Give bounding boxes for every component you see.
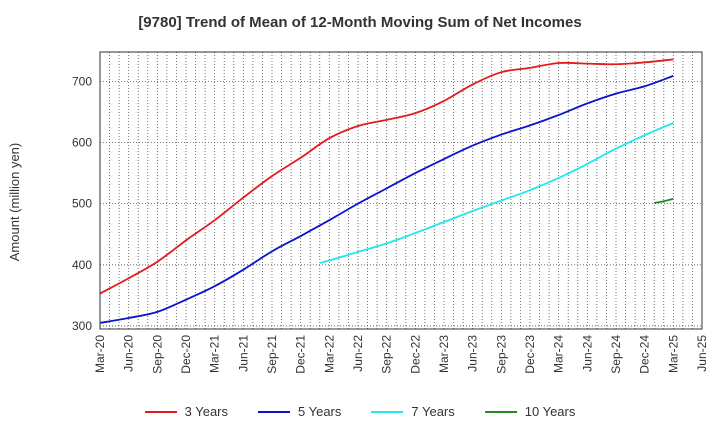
- legend-label: 3 Years: [184, 404, 228, 419]
- x-tick-label: Dec-22: [408, 335, 422, 374]
- plot-frame: [99, 51, 703, 330]
- x-tick-label: Mar-20: [93, 335, 107, 373]
- y-tick-label: 700: [72, 74, 92, 88]
- chart-plot: 300 400 500 600 700 Mar-20 Jun-20 Sep-20 Dec-20…: [72, 51, 709, 374]
- series-line-3-years: [99, 58, 674, 295]
- x-tick-label: Mar-25: [666, 335, 680, 373]
- x-tick-label: Jun-21: [236, 335, 250, 372]
- x-tick-label: Sep-24: [609, 335, 623, 374]
- series-line-7-years: [319, 122, 674, 264]
- chart-title: [9780] Trend of Mean of 12-Month Moving …: [138, 14, 582, 31]
- x-tick-label: Jun-22: [351, 335, 365, 372]
- x-tick-label: Sep-20: [150, 335, 164, 374]
- y-tick-label: 500: [72, 197, 92, 211]
- x-tick-label: Sep-22: [380, 335, 394, 374]
- x-tick-label: Mar-23: [437, 335, 451, 373]
- series-lines: [99, 58, 674, 324]
- x-tick-label: Mar-24: [552, 335, 566, 373]
- legend-swatch: [484, 410, 517, 413]
- x-tick-label: Mar-22: [322, 335, 336, 373]
- y-tick-label: 300: [72, 319, 92, 333]
- legend-item: 7 Years: [371, 404, 455, 419]
- series-line-10-years: [654, 197, 674, 204]
- y-tick-labels: 300 400 500 600 700: [72, 74, 92, 333]
- y-tick-label: 400: [72, 258, 92, 272]
- x-tick-label: Jun-24: [580, 335, 594, 372]
- series-line-5-years: [99, 75, 674, 324]
- legend-label: 10 Years: [524, 404, 576, 419]
- legend-label: 5 Years: [298, 404, 342, 419]
- legend-label: 7 Years: [411, 404, 455, 419]
- legend-item: 10 Years: [484, 404, 576, 419]
- y-tick-label: 600: [72, 135, 92, 149]
- legend-item: 3 Years: [144, 404, 228, 419]
- x-tick-label: Dec-20: [179, 335, 193, 374]
- legend: 3 Years 5 Years 7 Years 10 Years: [0, 404, 720, 419]
- x-tick-labels: Mar-20 Jun-20 Sep-20 Dec-20 Mar-21 Jun-21 Sep-…: [93, 335, 709, 374]
- x-tick-label: Jun-25: [695, 335, 709, 372]
- x-tick-label: Dec-24: [638, 335, 652, 374]
- legend-item: 5 Years: [258, 404, 341, 419]
- x-tick-label: Jun-20: [122, 335, 136, 372]
- x-tick-label: Dec-21: [294, 335, 308, 374]
- x-tick-label: Dec-23: [523, 335, 537, 374]
- legend-swatch: [144, 410, 177, 413]
- x-tick-label: Mar-21: [208, 335, 222, 373]
- legend-swatch: [258, 410, 290, 413]
- x-tick-label: Sep-21: [265, 335, 279, 374]
- x-tick-label: Sep-23: [494, 335, 508, 374]
- legend-swatch: [371, 410, 404, 413]
- grid-lines: [100, 52, 702, 329]
- x-tick-label: Jun-23: [466, 335, 480, 372]
